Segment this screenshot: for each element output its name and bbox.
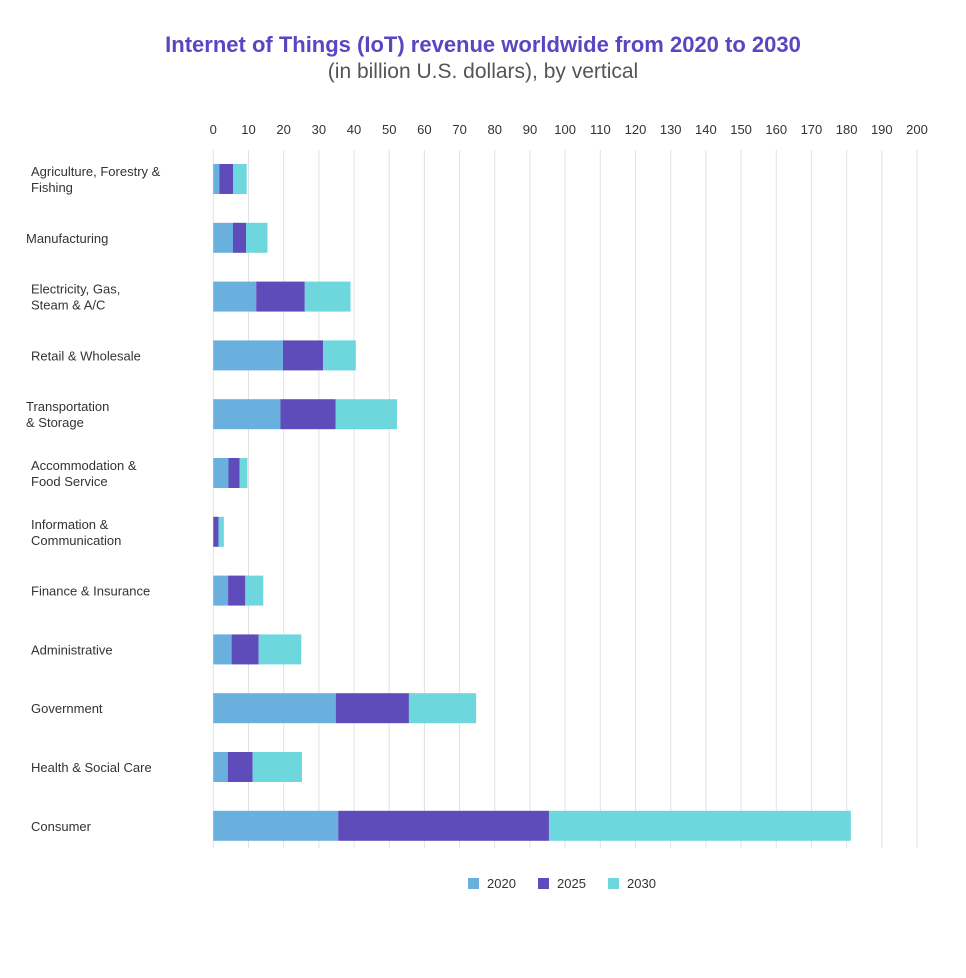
bar-segment-2030: [548, 810, 851, 841]
bar-segment-2025: [280, 399, 336, 430]
bar-segment-2025: [231, 634, 259, 665]
legend-swatch-2030: [608, 878, 619, 889]
bar-segment-2020: [213, 458, 229, 488]
category-label: Agriculture, Forestry &: [31, 164, 161, 179]
x-tick-label: 90: [523, 122, 537, 137]
x-tick-label: 190: [871, 122, 893, 137]
x-tick-label: 110: [590, 122, 611, 137]
bar-segment-2025: [282, 340, 324, 371]
bar-segment-2020: [213, 281, 257, 312]
category-label: Fishing: [31, 180, 73, 195]
category-label: Health & Social Care: [31, 760, 152, 775]
x-tick-label: 50: [382, 122, 396, 137]
legend-label: 2020: [487, 876, 516, 891]
x-tick-label: 20: [276, 122, 290, 137]
bar-segment-2030: [218, 516, 224, 547]
bar-segment-2025: [228, 458, 240, 488]
x-tick-label: 70: [452, 122, 466, 137]
category-label: Electricity, Gas,: [31, 282, 120, 297]
bar-segment-2030: [246, 222, 268, 253]
x-tick-label: 180: [836, 122, 858, 137]
x-tick-label: 150: [730, 122, 752, 137]
x-tick-label: 200: [906, 122, 928, 137]
x-tick-label: 0: [210, 122, 217, 137]
x-tick-label: 140: [695, 122, 717, 137]
bar-segment-2025: [228, 575, 246, 606]
x-tick-label: 120: [625, 122, 647, 137]
category-label: Manufacturing: [26, 231, 108, 246]
x-tick-label: 130: [660, 122, 682, 137]
category-label: Finance & Insurance: [31, 584, 150, 599]
category-label: Transportation: [26, 399, 109, 414]
x-tick-label: 100: [554, 122, 576, 137]
bar-segment-2030: [323, 340, 356, 371]
category-label: Accommodation &: [31, 458, 137, 473]
bar-segment-2020: [213, 222, 234, 253]
bar-segment-2030: [335, 399, 397, 430]
category-label: Government: [31, 701, 103, 716]
bar-segment-2030: [239, 458, 248, 488]
legend-label: 2025: [557, 876, 586, 891]
x-tick-label: 80: [488, 122, 502, 137]
category-label: Communication: [31, 533, 121, 548]
legend-swatch-2025: [538, 878, 549, 889]
bar-segment-2020: [213, 634, 232, 665]
bar-segment-2030: [408, 693, 477, 724]
category-label: Retail & Wholesale: [31, 348, 141, 363]
bar-segment-2020: [213, 693, 336, 724]
bar-segment-2030: [258, 634, 302, 665]
bar-segment-2025: [213, 516, 219, 547]
x-tick-label: 170: [801, 122, 823, 137]
legend-swatch-2020: [468, 878, 479, 889]
bar-segment-2025: [338, 810, 549, 841]
bar-segment-2030: [233, 164, 247, 194]
bar-segment-2030: [252, 752, 302, 782]
chart-subtitle: (in billion U.S. dollars), by vertical: [327, 60, 639, 83]
x-tick-label: 60: [417, 122, 431, 137]
x-tick-label: 30: [312, 122, 326, 137]
bar-segment-2030: [245, 575, 264, 606]
legend-label: 2030: [627, 876, 656, 891]
bar-segment-2020: [213, 810, 339, 841]
bar-segment-2020: [213, 340, 283, 371]
bar-segment-2020: [213, 575, 229, 606]
x-tick-label: 10: [241, 122, 255, 137]
bar-segment-2025: [233, 222, 247, 253]
bar-segment-2020: [213, 399, 281, 430]
bar-segment-2025: [335, 693, 409, 724]
bar-segment-2025: [227, 752, 253, 782]
bar-segment-2020: [213, 752, 228, 782]
bar-segment-2020: [213, 164, 220, 194]
chart-title: Internet of Things (IoT) revenue worldwi…: [165, 32, 801, 57]
bar-segment-2030: [304, 281, 351, 312]
x-tick-label: 40: [347, 122, 361, 137]
category-label: Administrative: [31, 642, 113, 657]
bar-segment-2025: [219, 164, 234, 194]
category-label: Information &: [31, 517, 109, 532]
category-label: Food Service: [31, 474, 108, 489]
category-label: Steam & A/C: [31, 298, 105, 313]
category-label: Consumer: [31, 819, 92, 834]
category-label: & Storage: [26, 415, 84, 430]
bar-segment-2025: [256, 281, 305, 312]
x-tick-label: 160: [765, 122, 787, 137]
